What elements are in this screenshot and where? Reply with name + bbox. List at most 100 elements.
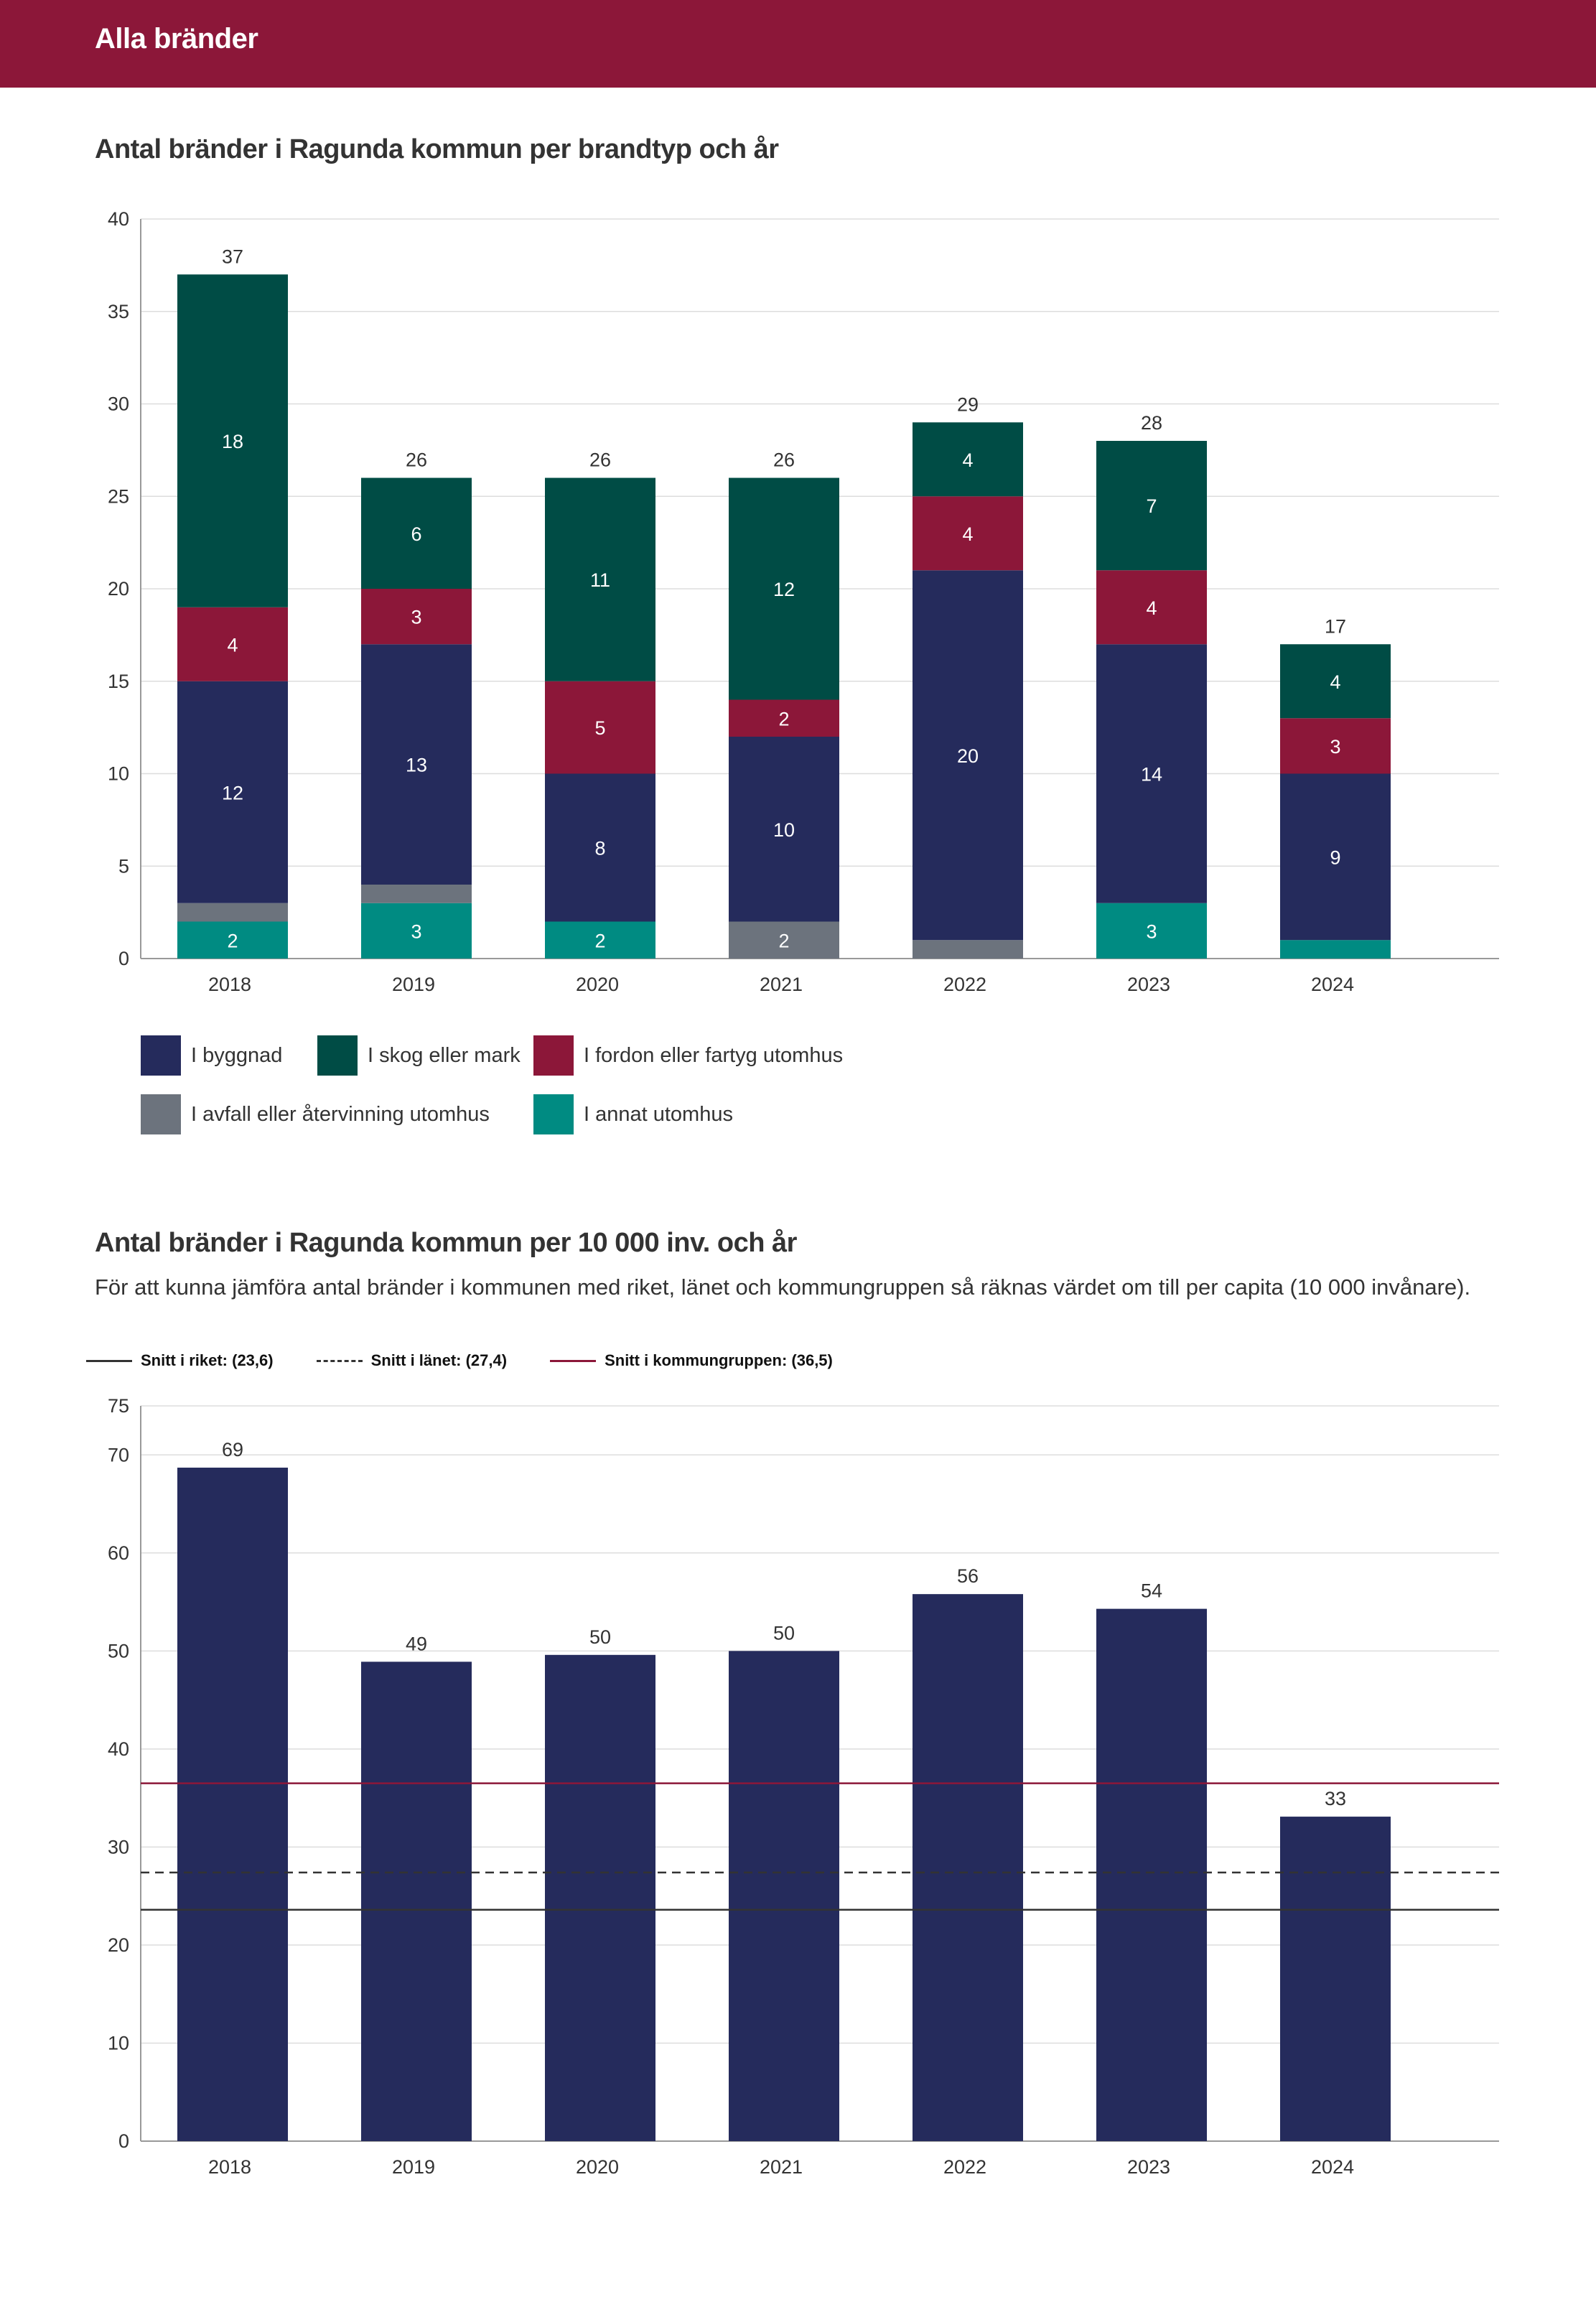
- segment-label: 8: [594, 838, 605, 859]
- bar-segment: [545, 921, 655, 959]
- reference-legend-line: [316, 1359, 363, 1362]
- bar-segment: [177, 274, 288, 607]
- x-tick-label: 2019: [392, 2156, 435, 2178]
- reference-legend-label: Snitt i länet: (27,4): [370, 1351, 508, 1369]
- segment-label: 3: [411, 607, 421, 628]
- y-tick-label: 5: [118, 855, 129, 877]
- chart2-bar: 0 10 20 30 40 50 60 70 75 69 2018 49 2019 50 2020 50 202…: [108, 1395, 1499, 2178]
- segment-label: 10: [773, 819, 795, 841]
- value-label: 56: [957, 1565, 979, 1587]
- bar: [177, 1468, 288, 2141]
- segment-label: 14: [1141, 764, 1162, 786]
- total-label: 26: [406, 449, 427, 471]
- chart2-subtitle: För att kunna jämföra antal bränder i ko…: [95, 1274, 1471, 1300]
- bar-segment: [1280, 773, 1391, 941]
- segment-label: 6: [411, 523, 421, 545]
- y-tick-label: 0: [118, 948, 129, 969]
- bar-segment: [1096, 903, 1207, 959]
- segment-label: 3: [1146, 921, 1157, 942]
- value-label: 69: [222, 1439, 243, 1460]
- bar-segment: [545, 773, 655, 922]
- total-label: 28: [1141, 412, 1162, 434]
- y-tick-label: 30: [108, 1836, 129, 1858]
- x-tick-label: 2021: [760, 974, 803, 995]
- reference-legend-item: Snitt i länet: (27,4): [316, 1351, 508, 1370]
- y-tick-label: 60: [108, 1542, 129, 1564]
- segment-label: 4: [1330, 671, 1340, 693]
- x-tick-label: 2024: [1311, 2156, 1354, 2178]
- total-label: 26: [773, 449, 795, 471]
- chart1-title: Antal bränder i Ragunda kommun per brand…: [95, 134, 779, 164]
- bar-segment: [729, 737, 839, 922]
- bar-segment: [545, 477, 655, 681]
- total-label: 17: [1325, 615, 1346, 637]
- segment-label: 18: [222, 431, 243, 452]
- reference-legend-line: [86, 1359, 132, 1362]
- x-tick-label: 2024: [1311, 974, 1354, 995]
- segment-label: 2: [778, 708, 789, 730]
- bar-segment: [1096, 644, 1207, 903]
- y-tick-label: 75: [108, 1395, 129, 1417]
- segment-label: 4: [962, 523, 973, 545]
- bar: [1096, 1608, 1207, 2141]
- segment-label: 7: [1146, 495, 1157, 517]
- bar-segment: [913, 570, 1023, 941]
- legend-item: I byggnad: [141, 1035, 282, 1076]
- y-tick-label: 35: [108, 301, 129, 322]
- y-tick-label: 40: [108, 208, 129, 230]
- legend-label: I fordon eller fartyg utomhus: [584, 1043, 844, 1067]
- segment-label: 11: [590, 569, 610, 591]
- x-tick-label: 2022: [943, 2156, 986, 2178]
- bar-segment: [729, 477, 839, 700]
- bar: [1280, 1817, 1391, 2141]
- legend-label: I byggnad: [191, 1043, 283, 1067]
- bar-segment: [1280, 718, 1391, 774]
- bar-segment: [361, 589, 472, 645]
- bar-segment: [545, 681, 655, 774]
- bar-segment: [177, 921, 288, 959]
- legend-swatch: [317, 1035, 358, 1076]
- segment-label: 3: [1330, 736, 1340, 758]
- page-header: Alla bränder: [0, 0, 1596, 88]
- segment-label: 13: [406, 755, 427, 776]
- y-tick-label: 40: [108, 1738, 129, 1760]
- bar: [361, 1661, 472, 2141]
- legend-swatch: [141, 1094, 181, 1134]
- bar-segment: [913, 940, 1023, 959]
- bar-segment: [361, 885, 472, 903]
- segment-label: 2: [778, 930, 789, 951]
- chart2-title: Antal bränder i Ragunda kommun per 10 00…: [95, 1228, 797, 1258]
- legend-label: I avfall eller återvinning utomhus: [191, 1102, 490, 1126]
- x-tick-label: 2018: [208, 974, 251, 995]
- bar-segment: [177, 681, 288, 903]
- y-tick-label: 10: [108, 2032, 129, 2054]
- total-label: 29: [957, 393, 979, 415]
- legend-swatch: [141, 1035, 181, 1076]
- x-tick-label: 2019: [392, 974, 435, 995]
- bar-segment: [1280, 644, 1391, 719]
- reference-legend-line: [550, 1359, 597, 1362]
- x-tick-label: 2020: [576, 974, 619, 995]
- y-tick-label: 30: [108, 393, 129, 415]
- legend-item: I fordon eller fartyg utomhus: [533, 1035, 843, 1076]
- value-label: 33: [1325, 1788, 1346, 1809]
- page-title: Alla bränder: [95, 23, 258, 55]
- total-label: 37: [222, 246, 243, 267]
- bar-segment: [913, 422, 1023, 497]
- bar-segment: [729, 921, 839, 959]
- bar: [729, 1651, 839, 2141]
- segment-label: 4: [227, 634, 238, 656]
- legend-label: I skog eller mark: [368, 1043, 521, 1067]
- x-tick-label: 2021: [760, 2156, 803, 2178]
- legend-item: I avfall eller återvinning utomhus: [141, 1094, 490, 1134]
- bar-segment: [1096, 441, 1207, 571]
- bar-segment: [177, 903, 288, 922]
- y-tick-label: 15: [108, 671, 129, 692]
- reference-legend-item: Snitt i kommungruppen: (36,5): [550, 1351, 833, 1370]
- bar-segment: [361, 903, 472, 959]
- value-label: 54: [1141, 1580, 1162, 1602]
- chart1-stacked-bar: 0510152025303540212418372018313362620192…: [108, 208, 1499, 995]
- x-tick-label: 2018: [208, 2156, 251, 2178]
- value-label: 50: [589, 1626, 611, 1648]
- x-tick-label: 2023: [1127, 974, 1170, 995]
